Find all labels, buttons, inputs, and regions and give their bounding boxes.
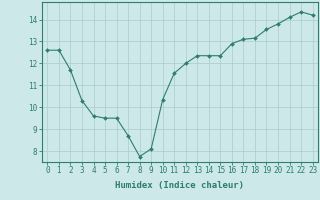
X-axis label: Humidex (Indice chaleur): Humidex (Indice chaleur) xyxy=(116,181,244,190)
